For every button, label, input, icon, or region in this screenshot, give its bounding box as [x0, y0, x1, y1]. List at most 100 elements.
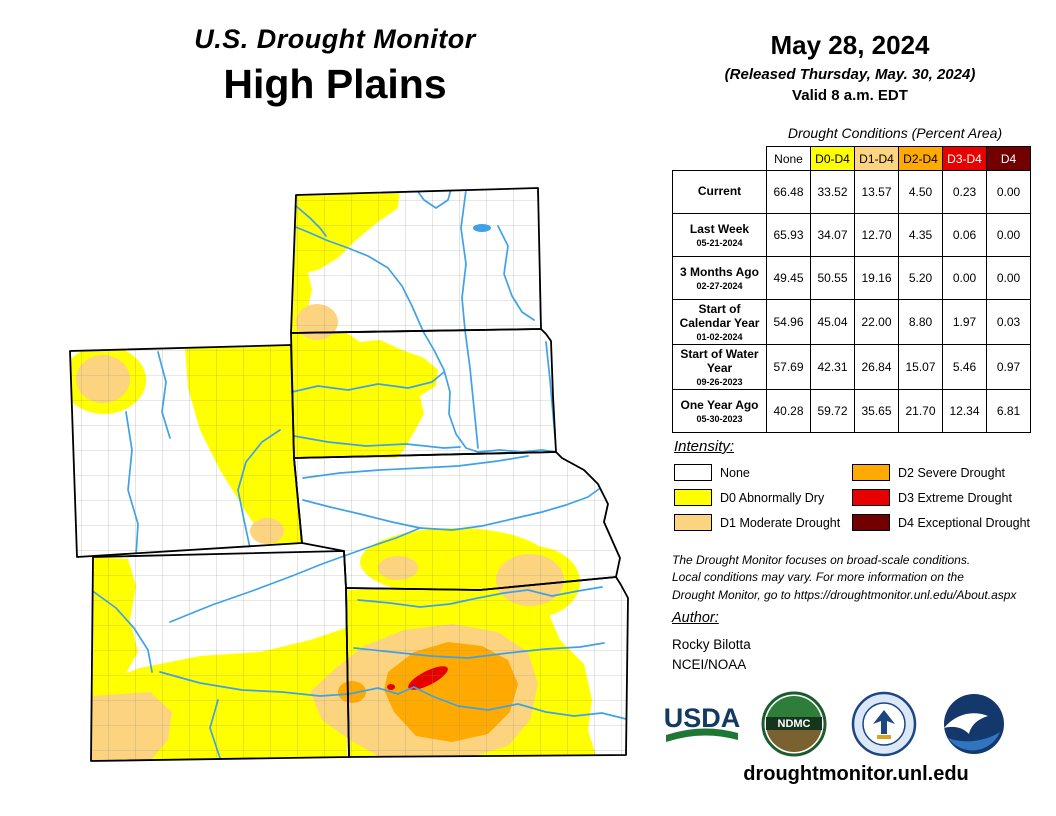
sheyenne-river — [497, 225, 535, 321]
author-label: Author: — [672, 610, 719, 626]
column-header-d2-d4: D2-D4 — [898, 146, 943, 171]
table-cell: 33.52 — [810, 170, 855, 214]
date-block: May 28, 2024 (Released Thursday, May. 30… — [700, 30, 1000, 104]
usda-logo: USDA — [660, 697, 744, 760]
legend-label: D4 Exceptional Drought — [898, 515, 1031, 530]
row-label-text: Current — [697, 184, 742, 198]
row-label-date: 09-26-2023 — [696, 377, 743, 387]
table-cell: 0.23 — [942, 170, 987, 214]
table-cell: 12.34 — [942, 389, 987, 433]
drought-map — [69, 187, 629, 762]
author-organization: NCEI/NOAA — [672, 656, 747, 672]
table-cell: 4.50 — [898, 170, 943, 214]
row-label: Current — [672, 170, 767, 214]
table-cell: 35.65 — [854, 389, 899, 433]
ndmc-logo-text: NDMC — [778, 718, 811, 730]
legend-swatch-d4 — [852, 514, 890, 531]
legend-label: None — [720, 465, 750, 480]
row-label-date: 02-27-2024 — [696, 281, 743, 291]
legend-item-d1: D1 Moderate Drought — [674, 514, 852, 531]
column-header-d4: D4 — [986, 146, 1031, 171]
legend-swatch-d2 — [852, 464, 890, 481]
table-cell: 12.70 — [854, 213, 899, 257]
row-label: Start of Water Year 09-26-2023 — [672, 344, 767, 390]
table-cell: 0.00 — [986, 170, 1031, 214]
legend-item-d0: D0 Abnormally Dry — [674, 489, 852, 506]
row-label: 3 Months Ago 02-27-2024 — [672, 256, 767, 300]
table-cell: 6.81 — [986, 389, 1031, 433]
legend-swatch-d0 — [674, 489, 712, 506]
devils-lake — [473, 224, 491, 232]
table-cell: 0.06 — [942, 213, 987, 257]
ndmc-logo: NDMC — [760, 690, 828, 763]
drought-conditions-table: None D0-D4 D1-D4 D2-D4 D3-D4 D4 Current … — [672, 146, 1031, 433]
release-date: (Released Thursday, May. 30, 2024) — [724, 66, 976, 83]
legend-label: D1 Moderate Drought — [720, 515, 841, 530]
table-title: Drought Conditions (Percent Area) — [787, 125, 1003, 141]
row-label-date: 05-21-2024 — [696, 238, 743, 248]
table-cell: 34.07 — [810, 213, 855, 257]
bighorn-river — [157, 351, 171, 439]
legend-title: Intensity: — [674, 438, 735, 455]
table-cell: 26.84 — [854, 344, 899, 390]
table-cell: 5.46 — [942, 344, 987, 390]
table-row-last-week: Last Week 05-21-2024 65.93 34.07 12.70 4… — [672, 213, 1031, 257]
south-platte-river — [169, 527, 421, 623]
title-block: U.S. Drought Monitor High Plains — [140, 24, 530, 108]
table-cell: 54.96 — [766, 299, 811, 345]
yellowstone-river — [295, 205, 327, 237]
row-label: Start of Calendar Year 01-02-2024 — [672, 299, 767, 345]
usda-logo-text: USDA — [664, 703, 741, 733]
table-cell: 0.03 — [986, 299, 1031, 345]
table-cell: 8.80 — [898, 299, 943, 345]
republican-river — [357, 586, 603, 608]
author-block: Author: Rocky Bilotta NCEI/NOAA — [672, 610, 751, 674]
table-row-start-water-year: Start of Water Year 09-26-2023 57.69 42.… — [672, 344, 1031, 390]
table-cell: 0.00 — [986, 256, 1031, 300]
map-date: May 28, 2024 — [770, 30, 930, 60]
table-cell: 0.97 — [986, 344, 1031, 390]
commerce-seal-logo — [850, 690, 918, 763]
table-cell: 5.20 — [898, 256, 943, 300]
table-header-row: None D0-D4 D1-D4 D2-D4 D3-D4 D4 — [673, 146, 1031, 171]
noaa-bird-emblem — [944, 713, 988, 734]
table-cell: 65.93 — [766, 213, 811, 257]
report-title: U.S. Drought Monitor — [194, 24, 476, 54]
legend-swatch-d3 — [852, 489, 890, 506]
row-label-text: Start of Calendar Year — [679, 302, 760, 330]
green-river — [125, 411, 139, 557]
legend-label: D2 Severe Drought — [898, 465, 1006, 480]
missouri-river-sd — [423, 332, 557, 453]
missouri-river-nd — [292, 225, 425, 334]
table-row-current: Current 66.48 33.52 13.57 4.50 0.23 0.00 — [672, 170, 1031, 214]
legend-label: D3 Extreme Drought — [898, 490, 1012, 505]
row-label: One Year Ago 05-30-2023 — [672, 389, 767, 433]
valid-time: Valid 8 a.m. EDT — [792, 87, 908, 104]
arkansas-river — [159, 671, 627, 720]
disclaimer-text: The Drought Monitor focuses on broad-sca… — [672, 553, 1017, 602]
table-cell: 0.00 — [942, 256, 987, 300]
table-cell: 45.04 — [810, 299, 855, 345]
legend-label: D0 Abnormally Dry — [720, 490, 825, 505]
table-cell: 4.35 — [898, 213, 943, 257]
column-header-none: None — [766, 146, 811, 171]
smoky-hill-river — [353, 642, 605, 659]
table-cell: 0.00 — [986, 213, 1031, 257]
legend-item-d3: D3 Extreme Drought — [852, 489, 1030, 506]
region-title: High Plains — [223, 61, 447, 107]
table-cell: 49.45 — [766, 256, 811, 300]
footer-url: droughtmonitor.unl.edu — [743, 763, 969, 785]
rivers — [93, 188, 627, 759]
intensity-legend: Intensity: None D0 Abnormally Dry D1 Mod… — [674, 438, 1042, 531]
table-cell: 19.16 — [854, 256, 899, 300]
row-label-text: One Year Ago — [680, 398, 759, 412]
row-label-text: Start of Water Year — [680, 347, 759, 375]
colorado-river — [93, 591, 153, 673]
table-row-3-months-ago: 3 Months Ago 02-27-2024 49.45 50.55 19.1… — [672, 256, 1031, 300]
column-header-d1-d4: D1-D4 — [854, 146, 899, 171]
row-label-date: 05-30-2023 — [696, 414, 743, 424]
table-row-one-year-ago: One Year Ago 05-30-2023 40.28 59.72 35.6… — [672, 389, 1031, 433]
legend-item-d2: D2 Severe Drought — [852, 464, 1030, 481]
noaa-logo — [942, 692, 1006, 761]
